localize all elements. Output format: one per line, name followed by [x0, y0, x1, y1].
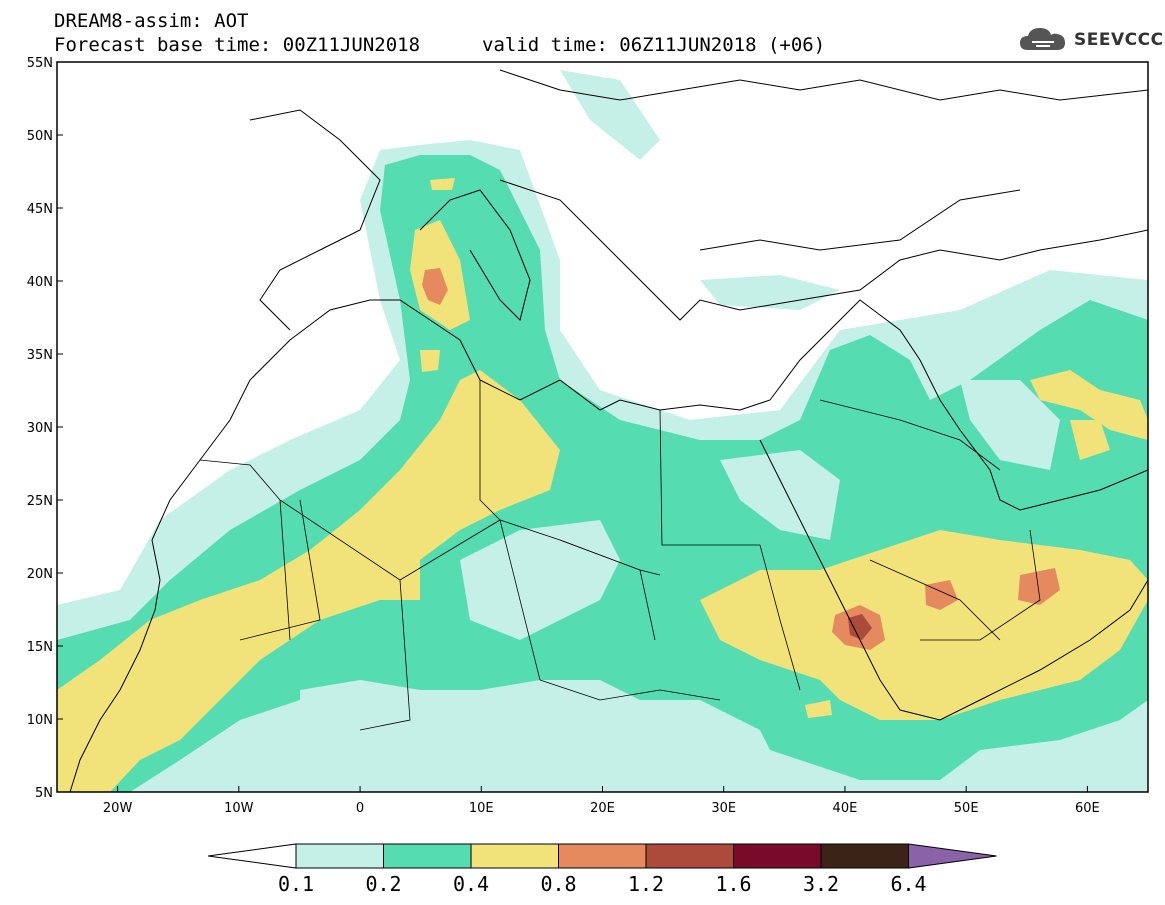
aot-field	[57, 62, 1148, 792]
cloud-icon	[1020, 28, 1065, 50]
colorbar-label: 1.2	[627, 872, 665, 896]
aot-band-0.8	[422, 268, 1060, 650]
colorbar	[207, 843, 997, 869]
lat-tick-label: 10N	[27, 713, 53, 728]
lon-tick-label: 40E	[833, 801, 858, 816]
lat-tick-label: 45N	[27, 202, 53, 217]
lat-tick-label: 35N	[27, 348, 53, 363]
seevccc-logo: SEEVCCC	[1018, 24, 1163, 56]
colorbar-label: 0.2	[365, 872, 402, 896]
colorbar-high-arrow	[908, 843, 997, 869]
logo-text: SEEVCCC	[1074, 30, 1164, 50]
country-borders	[199, 380, 1041, 731]
lon-tick-label: 10W	[224, 801, 254, 816]
lat-tick-label: 15N	[27, 640, 53, 655]
lat-tick-label: 5N	[35, 786, 53, 801]
colorbar-swatch	[820, 843, 909, 869]
colorbar-label: 3.2	[802, 872, 840, 896]
lon-tick-label: 20W	[103, 801, 133, 816]
lon-tick-label: 0	[356, 801, 364, 816]
lon-tick-label: 60E	[1075, 801, 1100, 816]
colorbar-swatch	[470, 843, 559, 869]
lat-tick-label: 30N	[27, 421, 53, 436]
lon-tick-label: 50E	[954, 801, 979, 816]
colorbar-swatch	[645, 843, 734, 869]
lat-tick-label: 50N	[27, 129, 53, 144]
colorbar-swatch	[383, 843, 472, 869]
colorbar-label: 6.4	[890, 872, 927, 896]
aot-band-1.2	[848, 614, 872, 640]
lon-tick-label: 20E	[590, 801, 615, 816]
coastlines	[69, 69, 1148, 792]
colorbar-swatch	[733, 843, 822, 869]
lat-tick-label: 55N	[27, 56, 53, 71]
forecast-base-time: Forecast base time: 00Z11JUN2018	[54, 34, 421, 56]
colorbar-label: 0.1	[277, 872, 315, 896]
lon-tick-label: 30E	[711, 801, 736, 816]
lat-tick-label: 25N	[27, 494, 53, 509]
valid-time: valid time: 06Z11JUN2018 (+06)	[482, 34, 826, 56]
map-title: DREAM8-assim: AOT	[54, 10, 249, 32]
lat-tick-label: 20N	[27, 567, 53, 582]
longitude-axis: 20W 10W 0 10E 20E 30E 40E 50E 60E	[103, 786, 1100, 816]
colorbar-swatch	[558, 843, 647, 869]
colorbar-label: 0.4	[452, 872, 490, 896]
lat-tick-label: 40N	[27, 275, 53, 290]
colorbar-label: 0.8	[540, 872, 577, 896]
colorbar-low-arrow	[207, 843, 297, 869]
colorbar-swatch	[295, 843, 384, 869]
latitude-axis: 55N 50N 45N 40N 35N 30N 25N 20N 15N 10N 5N	[27, 56, 63, 801]
lon-tick-label: 10E	[469, 801, 494, 816]
colorbar-label: 1.6	[715, 872, 752, 896]
